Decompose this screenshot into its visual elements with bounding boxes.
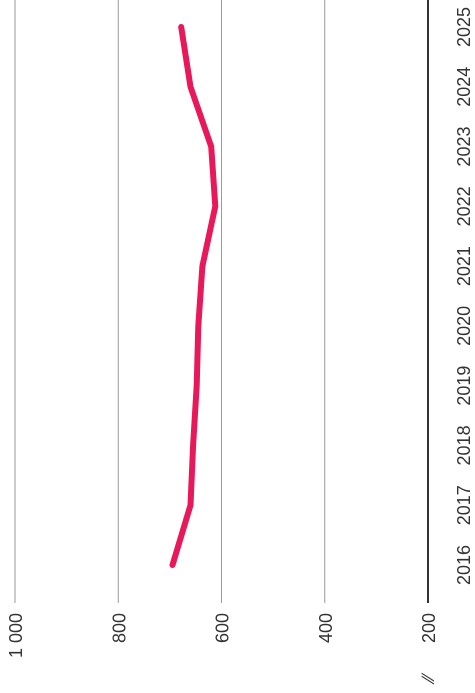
value-tick-label: 800	[109, 613, 129, 643]
category-tick-label: 2022	[454, 186, 474, 226]
category-tick-label: 2018	[454, 425, 474, 465]
category-tick-label: 2025	[454, 7, 474, 47]
category-axis-ticks: 2016 2017 2018 2019 2020 2021 2022 2023 2024 2025	[454, 7, 474, 585]
category-tick-label: 2020	[454, 306, 474, 346]
value-tick-label: 400	[316, 613, 336, 643]
value-tick-label: 1 000	[6, 613, 26, 658]
category-tick-label: 2019	[454, 366, 474, 406]
value-axis-ticks: 200 400 600 800 1 000	[6, 613, 439, 658]
axis-break-symbol: ∕∕	[418, 672, 438, 685]
series-line	[169, 24, 219, 568]
category-tick-label: 2023	[454, 127, 474, 167]
series-layer	[169, 24, 219, 568]
value-tick-label: 600	[213, 613, 233, 643]
category-tick-label: 2017	[454, 485, 474, 525]
category-tick-label: 2024	[454, 67, 474, 107]
value-tick-label: 200	[419, 613, 439, 643]
grid-lines	[14, 0, 429, 603]
category-tick-label: 2016	[454, 545, 474, 585]
category-tick-label: 2021	[454, 246, 474, 286]
